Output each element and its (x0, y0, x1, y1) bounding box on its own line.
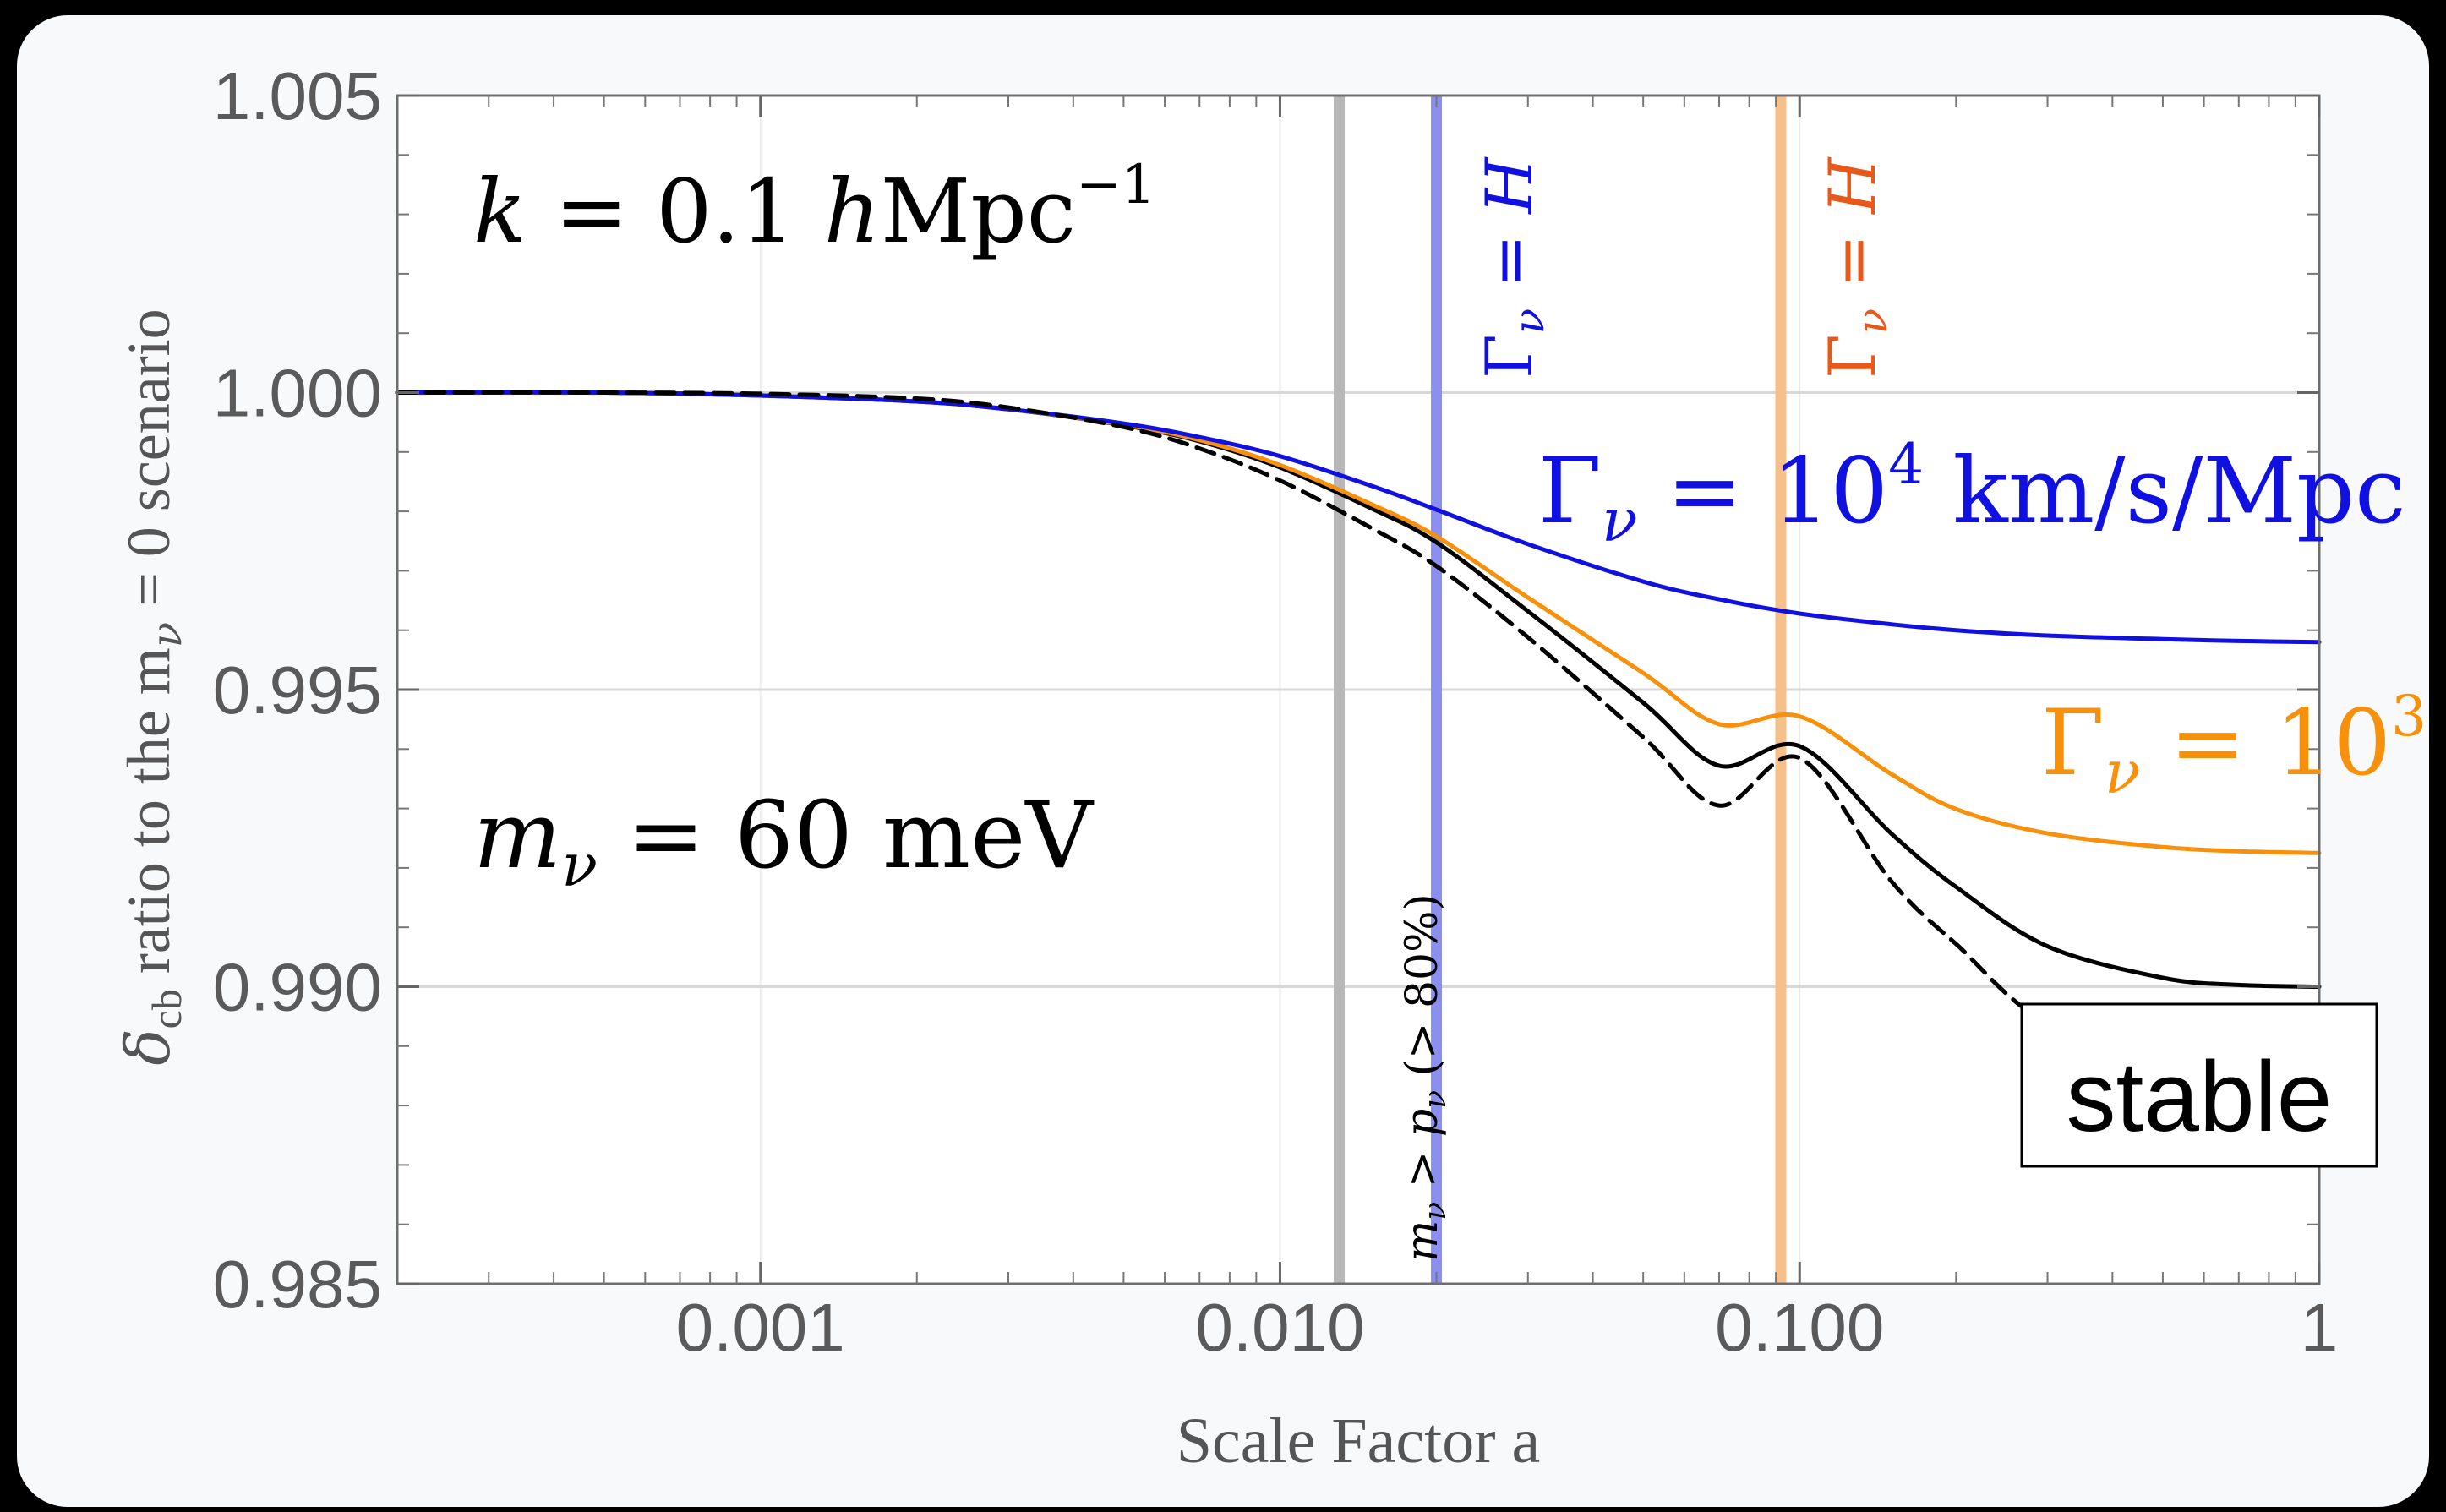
blue-vline-label: Γν = H (1471, 156, 1553, 379)
gray-label-tail: (> 80%) (1397, 893, 1448, 1090)
k-value: = 0.1 (527, 160, 824, 263)
k-symbol: k (473, 160, 527, 263)
orange-exp: 3 (2391, 684, 2427, 749)
tick-labels: 0.001 0.010 0.100 1 0.985 0.990 0.995 1.000 1.00… (213, 58, 2338, 1365)
svg-text:δcb ratio to the mν = 0 sc: δcb ratio to the mν = 0 scenario (112, 308, 191, 1065)
chart-svg: 0.001 0.010 0.100 1 0.985 0.990 0.995 1.000 1.00… (112, 58, 2427, 1477)
x-tick-label: 0.001 (676, 1290, 845, 1365)
y-tick-label: 1.005 (213, 58, 382, 134)
orange-series-label: Γν = 103 (2041, 684, 2427, 807)
blue-unit: km/s/Mpc (1924, 439, 2406, 544)
mass-symbol: m (473, 781, 561, 889)
blue-eq: = 10 (1638, 439, 1889, 544)
axis-ticks (397, 94, 2321, 1285)
gray-label-psub: ν (1418, 1090, 1453, 1109)
orange-vline-label: Γν = H (1815, 156, 1897, 379)
series-line (395, 390, 2165, 1029)
x-tick-label: 0.010 (1195, 1290, 1364, 1365)
blue-vline-h: H (1471, 156, 1547, 216)
gray-vline-label: mν > pν (> 80%) (1397, 893, 1453, 1262)
orange-eq: = 10 (2141, 690, 2392, 796)
x-axis-label: Scale Factor a (1177, 1406, 1540, 1477)
gray-label-p: p (1397, 1109, 1448, 1137)
gray-label-gt: > (1397, 1137, 1448, 1202)
orange-gamma: Γ (2041, 690, 2105, 796)
stable-label-box (2020, 1002, 2378, 1168)
svg-text:Γν = H: Γν = H (1471, 156, 1553, 379)
y-label-text1: ratio to the m (115, 647, 183, 989)
mass-sub: ν (561, 831, 598, 900)
orange-vline-h: H (1815, 156, 1890, 216)
blue-vline-sub: ν (1504, 308, 1553, 334)
reference-lines (1334, 96, 1787, 1284)
y-label-symbol: δ (112, 1029, 183, 1065)
blue-gamma: Γ (1538, 439, 1602, 544)
y-tick-label: 0.995 (213, 652, 382, 728)
blue-exp: 4 (1888, 432, 1924, 497)
blue-series-label: Γν = 104 km/s/Mpc (1538, 432, 2406, 555)
gray-label-m: m (1397, 1220, 1448, 1262)
orange-sub: ν (2105, 738, 2141, 807)
orange-vline-gamma: Γ (1815, 334, 1890, 379)
mass-annotation: mν = 60 meV (473, 781, 1095, 900)
blue-vline-gamma: Γ (1471, 334, 1547, 379)
stable-label: stable (2067, 1041, 2333, 1153)
svg-text:mν > pν (> 80%): mν > pν (> 80%) (1397, 893, 1453, 1262)
y-label-text2: = 0 scenario (115, 308, 183, 621)
y-tick-label: 0.985 (213, 1247, 382, 1322)
y-label-sub2: ν (142, 622, 191, 647)
k-h: h (824, 160, 881, 263)
x-tick-label: 0.100 (1715, 1290, 1884, 1365)
y-label-sub: cb (143, 989, 190, 1029)
blue-sub: ν (1602, 486, 1638, 555)
y-tick-label: 0.990 (213, 950, 382, 1025)
series-line (395, 390, 2322, 645)
orange-vline-sub: ν (1848, 308, 1897, 334)
mass-value: = 60 meV (598, 781, 1095, 889)
chart-panel: 0.001 0.010 0.100 1 0.985 0.990 0.995 1.000 1.00… (17, 15, 2429, 1507)
k-annotation: k = 0.1 hMpc−1 (473, 154, 1155, 263)
k-unit: Mpc (881, 160, 1076, 263)
orange-vline-eq: = (1815, 214, 1890, 308)
x-tick-label: 1 (2301, 1290, 2339, 1365)
k-exponent: −1 (1076, 154, 1155, 216)
series-lines (395, 390, 2322, 1029)
svg-text:Γν = H: Γν = H (1815, 156, 1897, 379)
gray-label-sub: ν (1418, 1202, 1453, 1220)
y-tick-label: 1.000 (213, 356, 382, 431)
y-axis-label: δcb ratio to the mν = 0 scenario (112, 308, 191, 1065)
blue-vline-eq: = (1471, 214, 1547, 308)
